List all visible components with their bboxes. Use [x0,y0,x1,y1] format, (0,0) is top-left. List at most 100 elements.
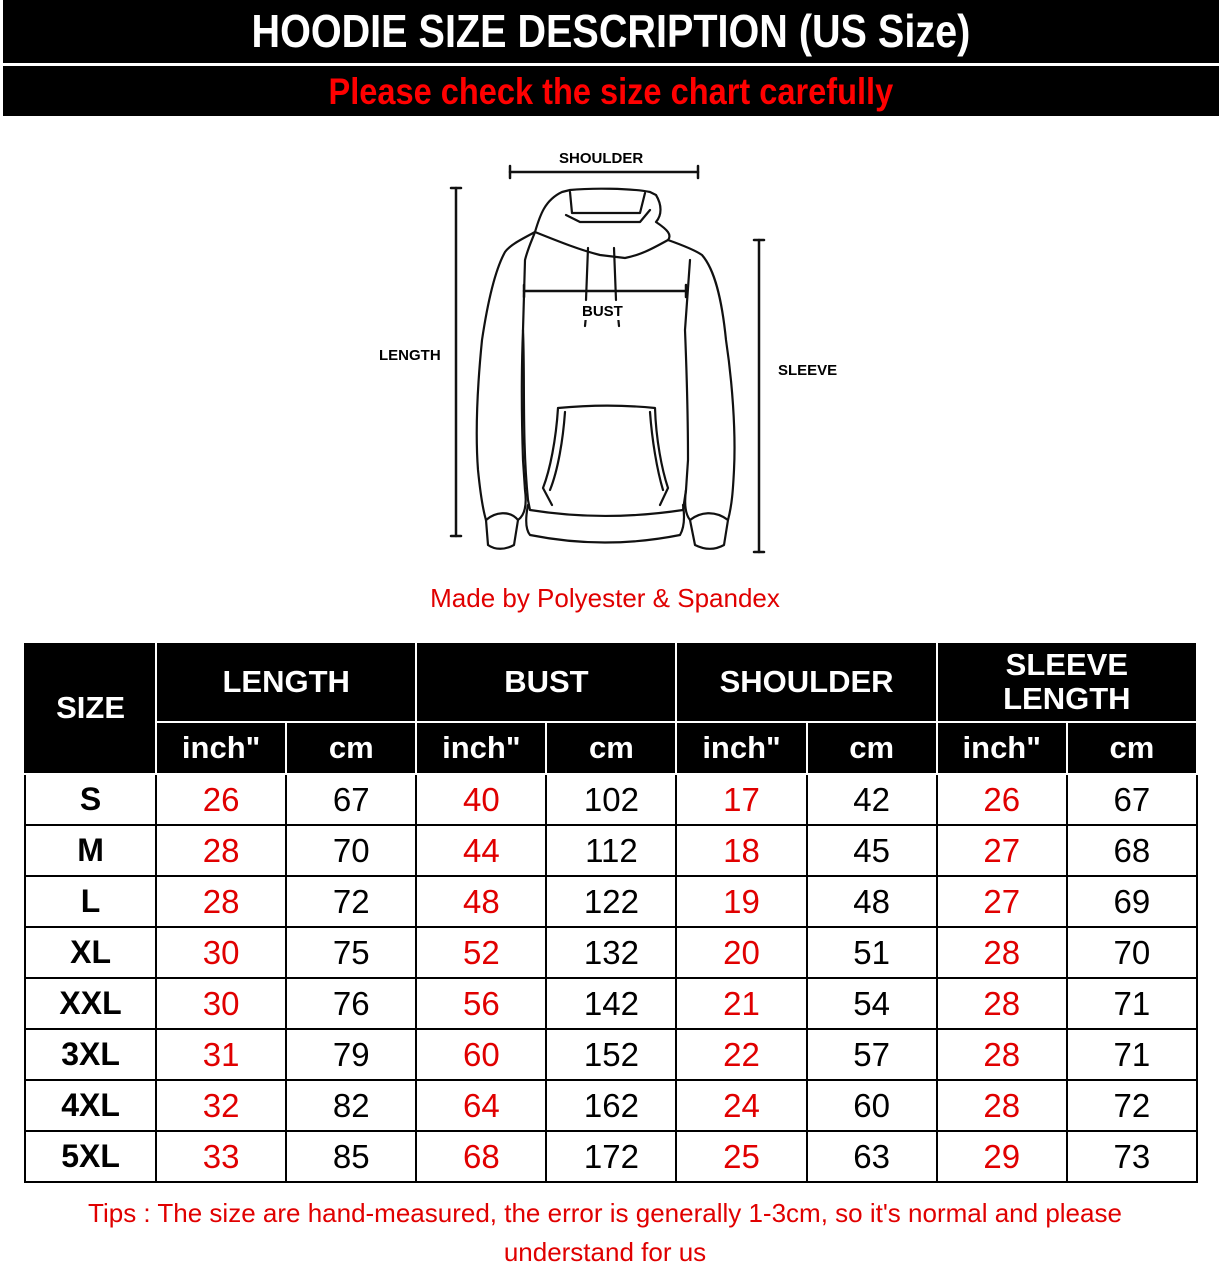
cm-cell: 68 [1065,824,1199,877]
cm-cell: 82 [285,1079,418,1132]
page-title: HOODIE SIZE DESCRIPTION (US Size) [251,5,971,57]
group-header: LENGTH [155,641,418,723]
cm-cell: 112 [545,824,678,877]
cm-cell: 70 [285,824,418,877]
cm-cell: 51 [805,926,938,979]
table-row: 4XL 32 82 64 162 24 60 28 72 [23,1079,1199,1132]
bust-measure-line [522,283,688,299]
inch-cell: 29 [935,1130,1068,1183]
inch-cell: 64 [415,1079,548,1132]
inch-cell: 60 [415,1028,548,1081]
cm-cell: 57 [805,1028,938,1081]
inch-cell: 28 [935,1079,1068,1132]
inch-cell: 24 [675,1079,808,1132]
inch-cell: 27 [935,875,1068,928]
length-label: LENGTH [379,347,441,364]
unit-header: cm [545,721,678,775]
cm-cell: 72 [285,875,418,928]
group-header: SLEEVE LENGTH [935,641,1199,723]
inch-cell: 21 [675,977,808,1030]
cm-cell: 45 [805,824,938,877]
cm-cell: 142 [545,977,678,1030]
sleeve-measure-line [752,238,766,554]
hood-outline [533,187,671,260]
inch-cell: 30 [155,926,288,979]
cm-cell: 48 [805,875,938,928]
inch-cell: 32 [155,1079,288,1132]
table-row: XL 30 75 52 132 20 51 28 70 [23,926,1199,979]
size-cell: 3XL [23,1028,158,1081]
size-cell: M [23,824,158,877]
subtitle-banner: Please check the size chart carefully [3,66,1219,116]
unit-header: cm [1065,721,1199,775]
size-cell: S [23,773,158,826]
bust-label: BUST [582,303,623,320]
waistband [525,503,686,544]
material-note: Made by Polyester & Spandex [430,583,780,613]
hoodie-body-outline [475,230,537,550]
shoulder-measure-line [508,164,700,180]
unit-header: inch" [935,721,1068,775]
cm-cell: 75 [285,926,418,979]
unit-header: inch" [675,721,808,775]
cm-cell: 71 [1065,977,1199,1030]
cm-cell: 122 [545,875,678,928]
cm-cell: 85 [285,1130,418,1183]
cm-cell: 76 [285,977,418,1030]
cm-cell: 132 [545,926,678,979]
size-table: SIZE LENGTH BUST SHOULDER SLEEVE LENGTH … [23,641,1199,1183]
table-row: 5XL 33 85 68 172 25 63 29 73 [23,1130,1199,1183]
inch-cell: 17 [675,773,808,826]
inch-cell: 33 [155,1130,288,1183]
inch-cell: 48 [415,875,548,928]
size-cell: 5XL [23,1130,158,1183]
sleeve-label: SLEEVE [778,362,838,379]
unit-header: cm [285,721,418,775]
inch-cell: 40 [415,773,548,826]
inch-cell: 27 [935,824,1068,877]
cm-cell: 102 [545,773,678,826]
unit-header: inch" [155,721,288,775]
cm-cell: 67 [285,773,418,826]
group-header: SHOULDER [675,641,938,723]
inch-cell: 52 [415,926,548,979]
size-cell: L [23,875,158,928]
page-subtitle: Please check the size chart carefully [328,71,894,112]
cm-cell: 71 [1065,1028,1199,1081]
inch-cell: 28 [155,875,288,928]
inch-cell: 28 [935,977,1068,1030]
cm-cell: 70 [1065,926,1199,979]
table-row: M 28 70 44 112 18 45 27 68 [23,824,1199,877]
cm-cell: 162 [545,1079,678,1132]
cm-cell: 152 [545,1028,678,1081]
inch-cell: 68 [415,1130,548,1183]
size-cell: XXL [23,977,158,1030]
shoulder-label: SHOULDER [559,150,644,167]
table-row: XXL 30 76 56 142 21 54 28 71 [23,977,1199,1030]
inch-cell: 30 [155,977,288,1030]
inch-cell: 44 [415,824,548,877]
cm-cell: 63 [805,1130,938,1183]
inch-cell: 31 [155,1028,288,1081]
cm-cell: 73 [1065,1130,1199,1183]
inch-cell: 28 [935,926,1068,979]
inch-cell: 20 [675,926,808,979]
table-row: L 28 72 48 122 19 48 27 69 [23,875,1199,928]
unit-header: cm [805,721,938,775]
cm-cell: 54 [805,977,938,1030]
inch-cell: 18 [675,824,808,877]
inch-cell: 25 [675,1130,808,1183]
group-header: BUST [415,641,678,723]
inch-cell: 56 [415,977,548,1030]
cm-cell: 42 [805,773,938,826]
cm-cell: 60 [805,1079,938,1132]
pocket-outline [541,404,670,507]
cm-cell: 79 [285,1028,418,1081]
cm-cell: 72 [1065,1079,1199,1132]
tips-note: Tips : The size are hand-measured, the e… [88,1198,1122,1267]
inch-cell: 26 [935,773,1068,826]
length-measure-line [449,186,463,538]
cm-cell: 67 [1065,773,1199,826]
unit-header: inch" [415,721,548,775]
inch-cell: 26 [155,773,288,826]
